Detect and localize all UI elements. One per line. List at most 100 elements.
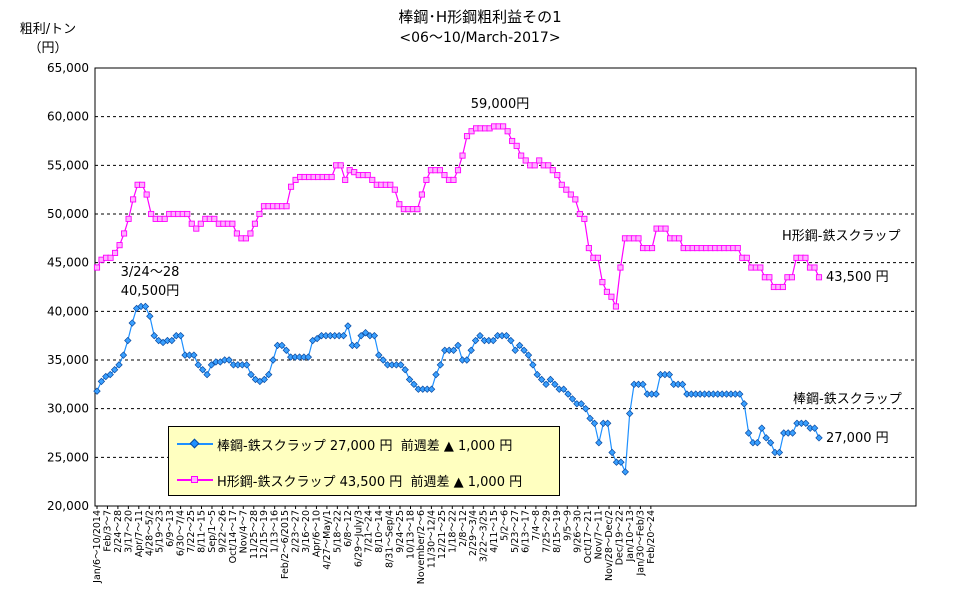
x-tick-label: 3/17～20 (123, 510, 134, 553)
data-point (410, 380, 418, 389)
x-tick-label: November/2～6 (416, 510, 427, 584)
legend: 棒鋼-鉄スクラップ 27,000 円 前週差 ▲ 1,000 円 H形鋼-鉄スク… (168, 426, 560, 496)
data-point (141, 302, 150, 311)
data-point (423, 176, 430, 183)
data-point (107, 254, 114, 261)
x-tick-label: 8/11～15 (197, 510, 208, 553)
data-point (441, 172, 448, 179)
data-point (161, 215, 168, 222)
data-point (476, 331, 484, 340)
x-tick-label: Jan/30～Feb/3 (635, 510, 646, 577)
x-tick-label: 2/24～28 (113, 510, 124, 553)
y-tick-label: 25,000 (47, 450, 89, 464)
x-tick-label: 9/5～9 (562, 510, 573, 541)
x-tick-label: 3/16～20 (301, 510, 312, 553)
data-point (507, 336, 515, 345)
data-point (111, 249, 119, 256)
data-point (546, 375, 555, 384)
data-point (563, 186, 570, 193)
x-tick-label: 6/29～July/3 (353, 510, 364, 567)
x-tick-label: 6/8～12 (343, 510, 354, 547)
data-point (603, 419, 612, 427)
legend-h-symbol (177, 473, 213, 487)
data-point (93, 387, 101, 395)
data-point (549, 167, 556, 174)
data-point (397, 361, 405, 369)
data-point (463, 133, 471, 140)
x-tick-label: 2/29～3/4 (468, 510, 479, 556)
data-point (150, 331, 158, 340)
data-point (119, 351, 128, 359)
data-point (454, 167, 462, 174)
x-tick-label: 2/23～27 (291, 510, 302, 553)
x-tick-label: 12/21～25 (437, 510, 448, 559)
data-point (568, 395, 577, 403)
x-tick-label: 5/19～23 (155, 510, 166, 553)
data-point (203, 370, 211, 379)
x-tick-label: 3/22～3/25 (479, 510, 490, 562)
data-point (757, 264, 764, 271)
data-point (572, 196, 579, 203)
chart-title: 棒鋼･H形鋼粗利益その1 (398, 8, 561, 26)
data-point (304, 353, 313, 361)
data-point (665, 370, 674, 379)
data-point (537, 375, 546, 384)
x-tick-label: 6/13～17 (521, 510, 532, 553)
data-point (176, 331, 185, 340)
data-point (427, 385, 436, 393)
data-point (396, 201, 403, 208)
data-point (148, 210, 155, 218)
x-tick-label: Oct/14～17 (228, 510, 239, 563)
data-point (545, 162, 552, 169)
x-tick-label: 4/27～May/1 (322, 510, 333, 570)
legend-bar-label: 棒鋼-鉄スクラップ 27,000 円 前週差 ▲ 1,000 円 (217, 438, 513, 454)
x-tick-label: 9/24～25 (395, 510, 406, 553)
y-tick-label: 45,000 (47, 256, 89, 270)
data-point (146, 312, 154, 320)
x-tick-label: 11/30～12/4 (426, 510, 437, 568)
data-point (577, 400, 585, 408)
y-tick-label: 50,000 (47, 207, 89, 221)
data-point (617, 458, 625, 466)
data-point (509, 137, 516, 145)
data-point (278, 341, 286, 350)
data-point (779, 283, 786, 291)
x-tick-label: 8/31～Sep/4 (385, 510, 396, 568)
data-point (242, 361, 251, 369)
data-point (97, 377, 106, 386)
data-point (188, 220, 195, 227)
data-point (652, 390, 660, 398)
data-point (513, 142, 520, 149)
data-point (375, 351, 383, 359)
x-tick-label: 6/9～13 (165, 510, 176, 547)
data-point (758, 424, 766, 432)
data-point (121, 230, 128, 237)
annotation-bar-peak: 40,500円 (121, 284, 180, 299)
data-point (586, 414, 594, 423)
data-point (766, 439, 775, 447)
data-point (775, 448, 784, 457)
data-point (662, 225, 669, 232)
data-point (608, 448, 616, 457)
x-tick-label: Feb/20～24 (646, 510, 657, 564)
gridlines (95, 116, 916, 458)
data-point (370, 331, 379, 340)
data-point (621, 468, 629, 476)
data-point (594, 254, 601, 261)
data-point (247, 230, 254, 237)
x-tick-label: 11/25～28 (249, 510, 260, 559)
data-point (401, 366, 409, 374)
data-point (590, 419, 599, 427)
data-point (551, 380, 559, 389)
data-point (387, 181, 394, 188)
data-point (515, 341, 524, 350)
data-point (489, 336, 497, 345)
data-point (504, 128, 511, 135)
data-point (815, 274, 823, 281)
data-point (139, 181, 146, 188)
data-point (211, 215, 218, 222)
data-point (110, 366, 119, 374)
x-tick-label: 5/23～27 (510, 510, 521, 553)
data-point (269, 356, 277, 364)
